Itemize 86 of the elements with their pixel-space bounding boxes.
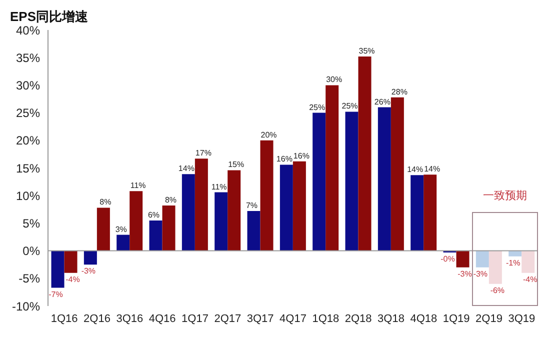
data-label: 14% — [178, 164, 194, 174]
bar — [247, 211, 260, 251]
bar — [162, 206, 176, 251]
data-label: 25% — [342, 102, 358, 111]
bar — [476, 250, 489, 268]
bar — [214, 192, 228, 251]
bar — [488, 250, 502, 284]
bar — [130, 191, 143, 251]
data-label: -0% — [440, 254, 455, 264]
y-tick-label: 20% — [16, 134, 40, 148]
bar — [345, 112, 358, 251]
x-tick-label: 1Q18 — [312, 312, 340, 325]
data-label: 15% — [228, 160, 244, 170]
bar — [260, 140, 274, 251]
bar — [96, 208, 110, 251]
data-label: -3% — [473, 269, 488, 278]
x-tick-label: 4Q17 — [280, 312, 306, 325]
data-label: 20% — [260, 130, 277, 140]
annotation: 一致预期 — [482, 189, 528, 203]
data-label: 14% — [424, 164, 440, 174]
data-label: 26% — [374, 97, 390, 106]
x-tick-label: 2Q19 — [476, 312, 502, 325]
bar — [64, 250, 78, 273]
bar — [390, 97, 404, 251]
bar — [84, 250, 97, 265]
y-tick-label: 25% — [16, 106, 40, 120]
y-tick-label: 10% — [16, 188, 40, 203]
bar — [194, 158, 208, 251]
data-label: 35% — [358, 46, 375, 56]
data-label: -1% — [506, 258, 520, 268]
data-label: 8% — [164, 196, 177, 205]
data-label: -7% — [48, 290, 63, 299]
y-tick-label: 35% — [16, 50, 40, 65]
x-tick-label: 4Q16 — [148, 312, 176, 325]
data-label: 11% — [211, 182, 227, 192]
data-label: 16% — [276, 154, 292, 164]
bar — [149, 220, 162, 251]
y-tick-label: -10% — [12, 299, 40, 314]
x-tick-label: 2Q16 — [84, 312, 110, 325]
bar — [424, 174, 437, 251]
y-tick-label: 30% — [16, 78, 40, 92]
bar — [358, 56, 372, 251]
data-label: 11% — [130, 181, 146, 190]
data-label: -3% — [458, 269, 472, 278]
data-label: 7% — [246, 201, 258, 210]
x-tick-label: 3Q18 — [378, 312, 404, 325]
y-tick-label: 0% — [22, 244, 40, 258]
data-label: 16% — [293, 151, 310, 160]
data-label: -6% — [490, 286, 505, 295]
data-label: 3% — [115, 224, 127, 234]
y-tick-label: -5% — [18, 272, 40, 286]
x-tick-label: 3Q17 — [246, 312, 274, 325]
x-tick-label: 1Q17 — [182, 312, 208, 325]
x-tick-label: 2Q18 — [344, 312, 372, 325]
x-tick-label: 4Q18 — [410, 312, 438, 325]
data-label: 6% — [148, 210, 160, 220]
bar — [326, 85, 339, 251]
y-tick-label: 40% — [16, 23, 40, 38]
bar — [116, 234, 130, 251]
x-tick-label: 1Q16 — [50, 312, 78, 325]
bar — [280, 164, 293, 251]
y-tick-label: 15% — [16, 161, 40, 176]
data-label: 30% — [326, 75, 342, 84]
x-tick-label: 3Q16 — [116, 312, 144, 325]
bar — [228, 170, 241, 251]
bar — [292, 161, 306, 251]
data-label: -4% — [522, 274, 538, 284]
bar — [312, 112, 326, 251]
y-tick-label: 5% — [22, 216, 40, 230]
bar — [51, 250, 64, 288]
x-tick-label: 1Q19 — [442, 312, 470, 325]
x-tick-label: 2Q17 — [214, 312, 242, 325]
data-label: 25% — [309, 102, 326, 112]
data-label: 8% — [100, 198, 112, 207]
bar — [522, 250, 535, 273]
data-label: 28% — [391, 87, 408, 96]
bar — [410, 175, 424, 251]
x-tick-label: 3Q19 — [508, 312, 536, 325]
data-label: -3% — [81, 266, 96, 276]
bar — [182, 174, 195, 251]
data-label: -4% — [66, 274, 80, 284]
bar — [456, 250, 470, 268]
data-label: 14% — [407, 165, 424, 174]
bar — [378, 107, 391, 251]
chart-title: EPS同比增速 — [10, 8, 88, 26]
data-label: 17% — [195, 148, 212, 158]
